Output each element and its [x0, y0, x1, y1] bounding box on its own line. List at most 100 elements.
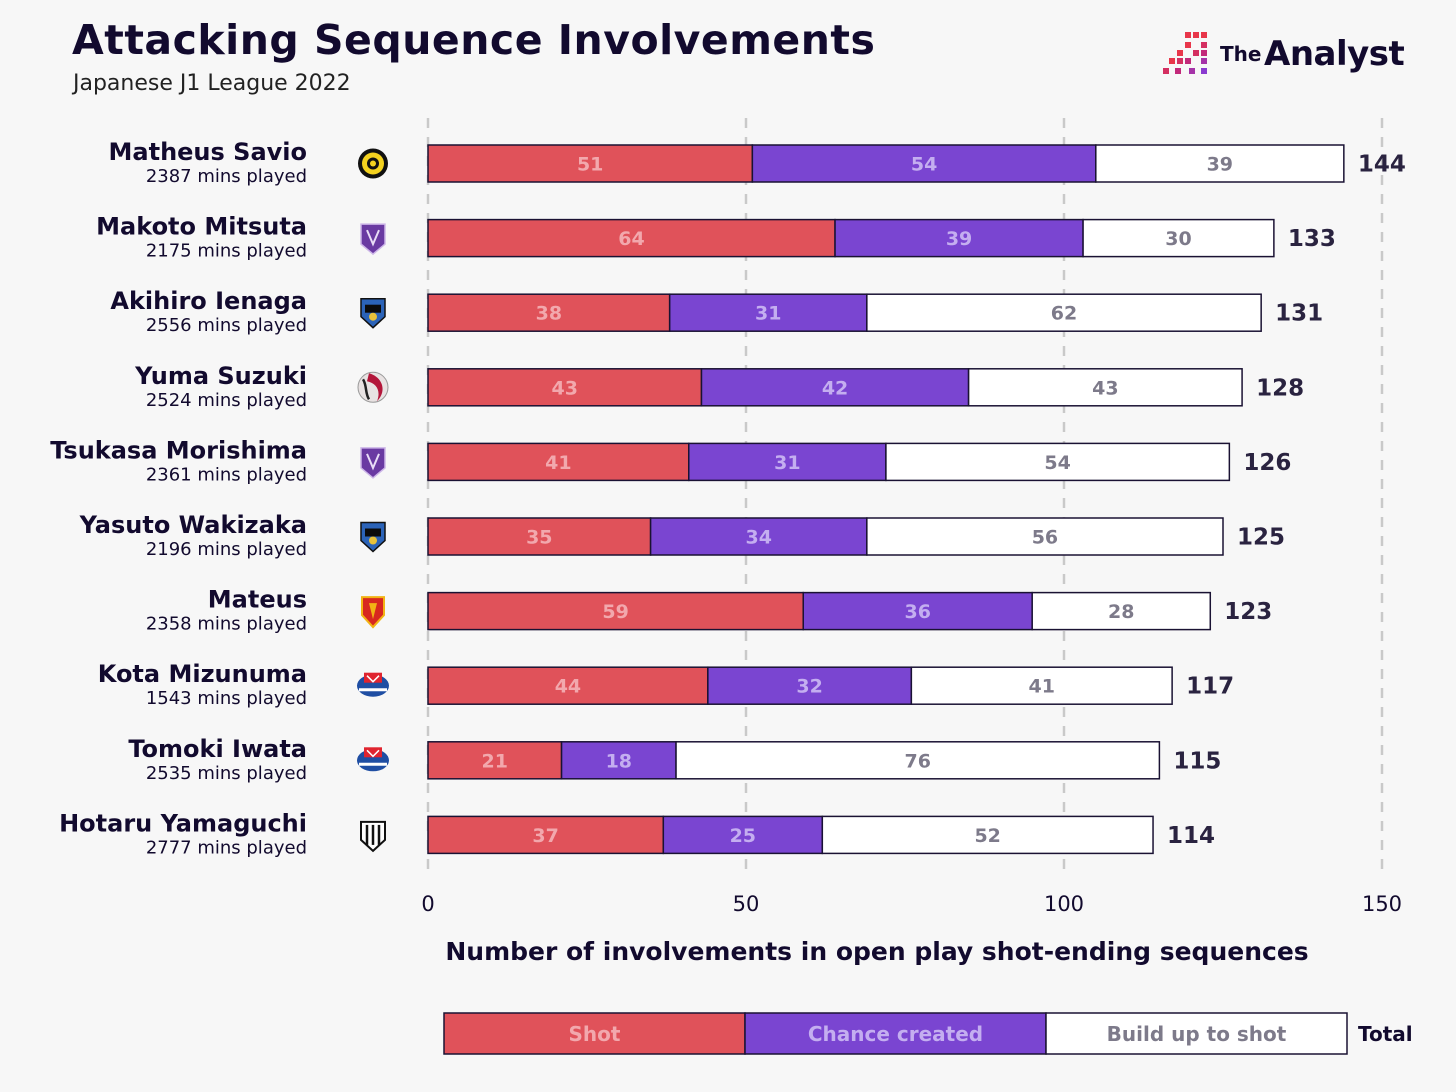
- player-minutes: 2777 mins played: [146, 837, 307, 858]
- shot-value-label: 51: [577, 154, 603, 176]
- player-minutes: 1543 mins played: [146, 688, 307, 709]
- total-value-label: 144: [1358, 152, 1406, 178]
- x-tick-label: 150: [1362, 892, 1402, 916]
- chance-created-value-label: 42: [822, 377, 848, 399]
- chart-subtitle: Japanese J1 League 2022: [73, 71, 351, 96]
- shot-value-label: 37: [532, 825, 558, 847]
- the-analyst-logo: The Analyst: [1163, 30, 1415, 80]
- build-up-value-label: 52: [974, 825, 1000, 847]
- sanfrecce-hiroshima-crest-icon: [360, 447, 386, 479]
- player-name: Yuma Suzuki: [134, 362, 307, 390]
- chance-created-bar-segment: [649, 517, 868, 556]
- player-name: Matheus Savio: [109, 138, 307, 166]
- build-up-value-label: 62: [1051, 303, 1077, 325]
- shot-value-label: 64: [618, 228, 644, 250]
- legend-label: Shot: [569, 1022, 621, 1046]
- legend-swatch-shot: [443, 1012, 746, 1055]
- build-up-bar-segment: [821, 815, 1154, 855]
- logo-text-analyst: Analyst: [1264, 34, 1405, 74]
- sanfrecce-hiroshima-crest-icon: [360, 223, 386, 256]
- chance-created-value-label: 18: [606, 750, 632, 772]
- chance-created-value-label: 36: [904, 601, 930, 623]
- build-up-value-label: 28: [1108, 601, 1134, 623]
- legend-swatch-build-up: [1045, 1012, 1348, 1055]
- chance-created-bar-segment: [751, 144, 1097, 183]
- shot-bar-segment: [427, 517, 652, 556]
- build-up-value-label: 30: [1165, 228, 1191, 250]
- shot-value-label: 44: [555, 676, 581, 698]
- build-up-bar-segment: [967, 368, 1243, 407]
- x-tick-label: 50: [733, 892, 760, 916]
- build-up-bar-segment: [910, 666, 1173, 705]
- player-minutes: 2524 mins played: [146, 390, 307, 411]
- legend-total-label: Total: [1358, 1022, 1413, 1046]
- build-up-value-label: 43: [1092, 377, 1118, 399]
- shot-bar-segment: [427, 368, 703, 407]
- total-value-label: 123: [1224, 599, 1272, 625]
- build-up-bar-segment: [1031, 591, 1212, 631]
- player-minutes: 2175 mins played: [146, 241, 307, 262]
- logo-text-the: The: [1220, 42, 1262, 66]
- shot-value-label: 21: [482, 750, 508, 772]
- chance-created-value-label: 34: [745, 527, 771, 549]
- shot-value-label: 35: [526, 527, 552, 549]
- the-analyst-mark-icon: [1163, 32, 1207, 74]
- shot-bar-segment: [427, 293, 671, 332]
- shot-bar-segment: [427, 144, 754, 183]
- yokohama-f-marinos-crest-icon: [357, 672, 389, 697]
- build-up-bar-segment: [675, 741, 1161, 780]
- kashiwa-reysol-crest-icon: [358, 148, 388, 179]
- player-name: Mateus: [208, 586, 307, 614]
- yokohama-f-marinos-crest-icon: [357, 747, 389, 772]
- chance-created-bar-segment: [802, 591, 1033, 631]
- kawasaki-frontale-crest-icon: [360, 521, 386, 553]
- player-name: Tsukasa Morishima: [50, 436, 307, 464]
- build-up-value-label: 39: [1207, 154, 1233, 176]
- kashima-antlers-crest-icon: [357, 371, 389, 403]
- chance-created-bar-segment: [700, 368, 970, 407]
- player-minutes: 2535 mins played: [146, 763, 307, 784]
- chance-created-bar-segment: [707, 666, 913, 705]
- chance-created-value-label: 31: [755, 303, 781, 325]
- total-value-label: 131: [1275, 301, 1323, 327]
- build-up-bar-segment: [1095, 144, 1345, 183]
- player-name: Makoto Mitsuta: [96, 213, 307, 241]
- build-up-value-label: 56: [1032, 527, 1058, 549]
- player-minutes: 2387 mins played: [146, 166, 307, 187]
- chance-created-value-label: 31: [774, 452, 800, 474]
- shot-value-label: 43: [552, 377, 578, 399]
- shot-bar-segment: [427, 666, 709, 705]
- chance-created-value-label: 39: [946, 228, 972, 250]
- chance-created-value-label: 25: [730, 825, 756, 847]
- chance-created-bar-segment: [668, 293, 868, 332]
- shot-bar-segment: [427, 815, 665, 855]
- x-tick-label: 100: [1044, 892, 1084, 916]
- nagoya-grampus-crest-icon: [361, 596, 385, 629]
- build-up-value-label: 41: [1029, 676, 1055, 698]
- legend-label: Build up to shot: [1107, 1022, 1287, 1046]
- chance-created-bar-segment: [688, 442, 887, 482]
- shot-value-label: 59: [602, 601, 628, 623]
- player-name: Akihiro Ienaga: [110, 287, 307, 315]
- chance-created-bar-segment: [560, 741, 677, 780]
- total-value-label: 115: [1173, 748, 1221, 774]
- player-name: Hotaru Yamaguchi: [59, 809, 307, 837]
- shot-bar-segment: [427, 218, 836, 258]
- player-name: Yasuto Wakizaka: [79, 511, 307, 539]
- vissel-kobe-crest-icon: [360, 820, 386, 853]
- kawasaki-frontale-crest-icon: [360, 297, 386, 329]
- total-value-label: 114: [1167, 823, 1215, 849]
- total-value-label: 125: [1237, 525, 1285, 551]
- total-value-label: 128: [1256, 375, 1304, 401]
- build-up-bar-segment: [1082, 218, 1275, 258]
- build-up-bar-segment: [866, 517, 1224, 556]
- build-up-value-label: 76: [904, 750, 930, 772]
- shot-value-label: 38: [536, 303, 562, 325]
- chart-title: Attacking Sequence Involvements: [72, 16, 876, 64]
- player-name: Kota Mizunuma: [98, 660, 307, 688]
- player-minutes: 2196 mins played: [146, 539, 307, 560]
- chance-created-value-label: 32: [796, 676, 822, 698]
- player-minutes: 2358 mins played: [146, 614, 307, 635]
- x-axis-label: Number of involvements in open play shot…: [445, 937, 1308, 966]
